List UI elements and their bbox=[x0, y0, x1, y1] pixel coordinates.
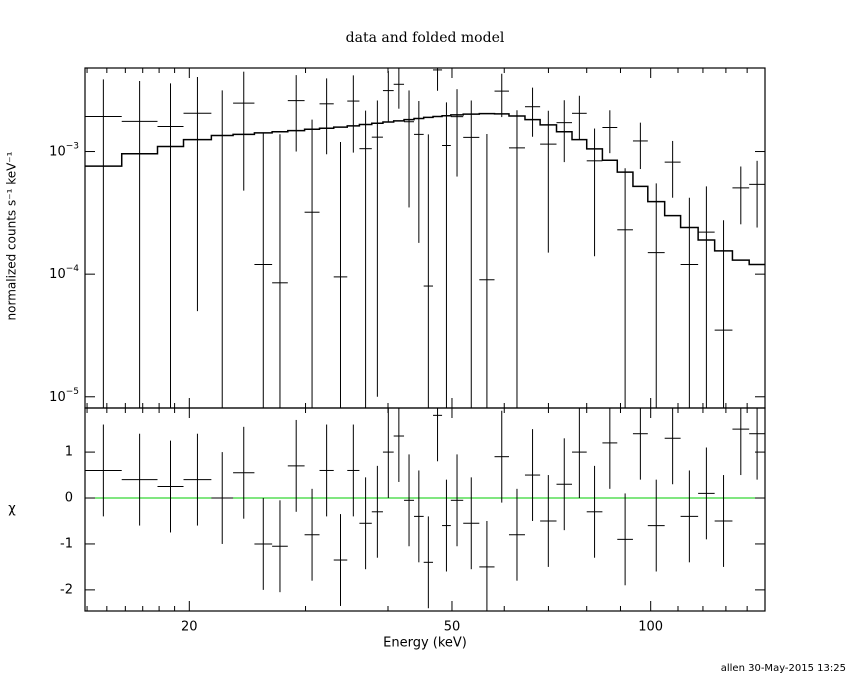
y2-tick-label: -2 bbox=[60, 582, 73, 597]
bottom-plot bbox=[85, 408, 765, 611]
y2-tick-label: -1 bbox=[60, 536, 73, 551]
tick-base: 10 bbox=[49, 389, 66, 404]
top-plot bbox=[85, 68, 765, 408]
y-axis-label: normalized counts s⁻¹ keV⁻¹ bbox=[5, 151, 19, 320]
y2-axis-label: χ bbox=[8, 502, 16, 517]
tick-base: 10 bbox=[49, 267, 66, 282]
y-tick-label: 10−5 bbox=[49, 386, 79, 404]
y-tick-label: 10−3 bbox=[49, 141, 79, 159]
tick-exponent: −4 bbox=[66, 264, 80, 274]
x-tick-label: 50 bbox=[444, 620, 461, 635]
tick-exponent: −3 bbox=[66, 141, 79, 151]
y2-tick-label: 0 bbox=[65, 491, 73, 506]
tick-exponent: −5 bbox=[66, 386, 79, 396]
x-tick-label: 20 bbox=[181, 620, 198, 635]
footer: allen 30-May-2015 13:25 bbox=[721, 663, 846, 674]
x-tick-label: 100 bbox=[638, 620, 663, 635]
top-frame bbox=[84, 67, 766, 409]
tick-base: 10 bbox=[49, 144, 66, 159]
y-tick-label: 10−4 bbox=[49, 264, 79, 282]
x-axis-label: Energy (keV) bbox=[383, 636, 467, 651]
bottom-frame bbox=[84, 407, 766, 612]
chart-title: data and folded model bbox=[346, 30, 505, 46]
model-step bbox=[85, 112, 765, 266]
y2-tick-label: 1 bbox=[65, 445, 73, 460]
